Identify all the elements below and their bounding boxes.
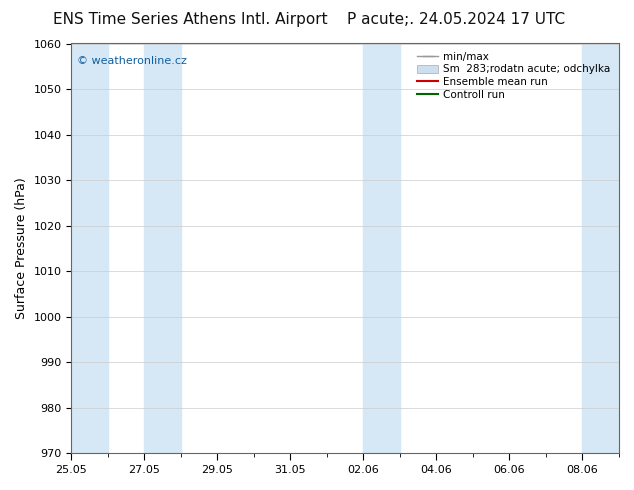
Bar <box>72 44 108 453</box>
Legend: min/max, Sm  283;rodatn acute; odchylka, Ensemble mean run, Controll run: min/max, Sm 283;rodatn acute; odchylka, … <box>414 49 614 103</box>
Text: P acute;. 24.05.2024 17 UTC: P acute;. 24.05.2024 17 UTC <box>347 12 566 27</box>
Bar <box>363 44 400 453</box>
Text: ENS Time Series Athens Intl. Airport: ENS Time Series Athens Intl. Airport <box>53 12 328 27</box>
Bar <box>145 44 181 453</box>
Text: © weatheronline.cz: © weatheronline.cz <box>77 56 187 66</box>
Y-axis label: Surface Pressure (hPa): Surface Pressure (hPa) <box>15 177 28 319</box>
Bar <box>583 44 619 453</box>
